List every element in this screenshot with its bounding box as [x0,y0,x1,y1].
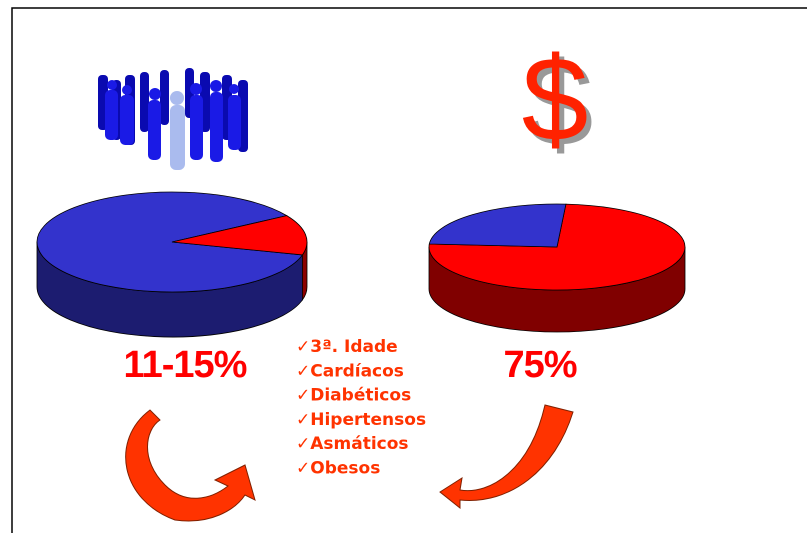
icon-shadow: $ [527,37,594,171]
pie-slice [428,203,567,248]
arrow [125,409,256,522]
list-item: ✓Hipertensos [296,410,426,430]
people-icon [98,68,248,170]
list-item: ✓Asmáticos [296,434,409,454]
list-item: ✓Cardíacos [296,361,404,381]
list-item: ✓Diabéticos [296,386,411,406]
list-item: ✓Obesos [296,459,380,479]
dollar-icon: $ [522,32,589,166]
pie-annotation: 75% [503,344,576,386]
slide-border [11,7,807,533]
pie-slice [36,191,304,293]
pie-slice [171,215,308,256]
list-item: ✓3ª. Idade [296,337,398,357]
pie-annotation: 11-15% [124,344,247,386]
arrow [439,404,574,510]
